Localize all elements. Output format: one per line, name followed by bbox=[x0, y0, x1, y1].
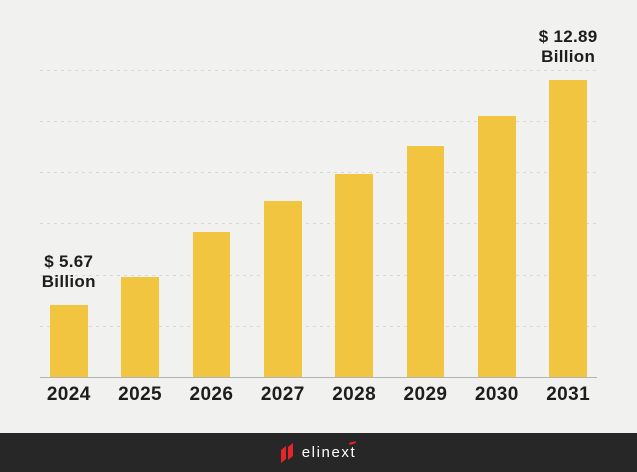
x-axis-label-slot: 2025 bbox=[118, 384, 163, 406]
x-axis-labels: 2024 2025 2026 2027 2028 2029 2030 2031 bbox=[46, 384, 591, 406]
gridline bbox=[40, 274, 597, 276]
gridline bbox=[40, 326, 597, 327]
bar bbox=[335, 174, 373, 377]
bar-column bbox=[121, 0, 159, 377]
x-axis-label: 2028 bbox=[332, 384, 377, 405]
elinext-logo-icon bbox=[280, 442, 293, 463]
elinext-logo: elinext bbox=[280, 441, 357, 463]
bar-value-label-line: Billion bbox=[541, 47, 596, 66]
x-axis-label: 2024 bbox=[46, 384, 91, 405]
x-axis-label: 2030 bbox=[474, 384, 519, 405]
x-axis-label-slot: 2031 bbox=[546, 384, 591, 406]
bar-value-label: $ 12.89 Billion bbox=[539, 27, 598, 67]
bar bbox=[406, 146, 445, 377]
x-axis-label-slot: 2027 bbox=[260, 384, 305, 406]
bar bbox=[50, 305, 88, 377]
bar-column bbox=[406, 0, 445, 377]
bar bbox=[121, 277, 159, 377]
x-axis-line bbox=[40, 377, 597, 378]
bar-series: $ 5.67 Billion $ 12.89 Billion bbox=[42, 0, 597, 377]
x-axis-label: 2026 bbox=[189, 384, 234, 405]
gridline bbox=[40, 223, 597, 225]
bar bbox=[264, 201, 302, 377]
bar-column bbox=[264, 0, 302, 377]
bar bbox=[478, 116, 516, 377]
x-axis-label-slot: 2024 bbox=[46, 384, 91, 406]
bar bbox=[192, 232, 231, 377]
x-axis-label: 2025 bbox=[118, 384, 163, 405]
elinext-wordmark: elinext bbox=[302, 441, 357, 460]
x-axis-label-slot: 2029 bbox=[403, 384, 448, 406]
wordmark-t-accent bbox=[349, 441, 357, 445]
gridline bbox=[40, 172, 597, 174]
bar-column bbox=[335, 0, 373, 377]
footer-bar: elinext bbox=[0, 433, 637, 472]
bar-column: $ 12.89 Billion bbox=[539, 0, 597, 377]
x-axis-label: 2029 bbox=[403, 384, 448, 405]
bar-value-label-line: $ 12.89 bbox=[538, 27, 598, 46]
bar bbox=[549, 80, 587, 377]
chart-plot-area: $ 5.67 Billion $ 12.89 Billion bbox=[40, 0, 597, 378]
x-axis-label: 2027 bbox=[260, 384, 305, 405]
x-axis-label-slot: 2030 bbox=[474, 384, 519, 406]
x-axis-label-slot: 2028 bbox=[332, 384, 377, 406]
bar-value-label: $ 5.67 Billion bbox=[42, 252, 96, 292]
gridline bbox=[40, 69, 597, 71]
bar-value-label-line: $ 5.67 bbox=[44, 252, 94, 271]
bar-value-label-line: Billion bbox=[41, 272, 96, 291]
gridline bbox=[40, 120, 597, 122]
x-axis-label: 2031 bbox=[546, 384, 591, 405]
bar-column bbox=[192, 0, 231, 377]
bar-column bbox=[478, 0, 516, 377]
bar-column: $ 5.67 Billion bbox=[42, 0, 95, 377]
x-axis-label-slot: 2026 bbox=[189, 384, 234, 406]
